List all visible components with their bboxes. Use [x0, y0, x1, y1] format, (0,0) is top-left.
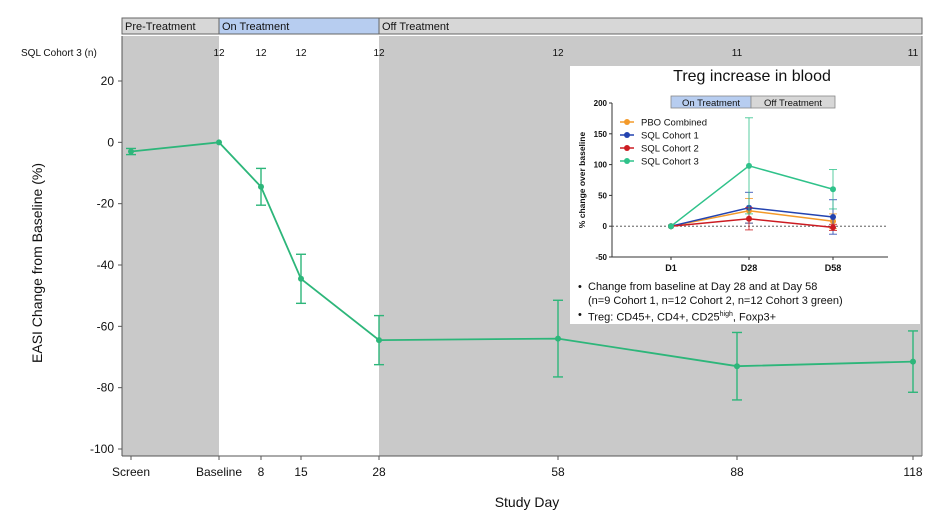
x-tick-label: Baseline [196, 465, 242, 479]
y-tick-label: -80 [97, 381, 115, 395]
series-line-sql-cohort-3 [130, 141, 914, 368]
inset-legend-marker [624, 158, 630, 164]
inset-data-point [830, 213, 836, 220]
phase-bg-pre-treatment [122, 36, 219, 456]
n-value: 12 [213, 48, 225, 59]
n-value: 11 [908, 48, 919, 59]
inset-x-tick-label: D1 [665, 263, 677, 273]
n-row-label: SQL Cohort 3 (n) [21, 48, 97, 59]
inset-y-tick-label: -50 [595, 253, 607, 262]
inset-note-1-cont: (n=9 Cohort 1, n=12 Cohort 2, n=12 Cohor… [588, 295, 843, 307]
y-tick-label: -40 [97, 258, 115, 272]
inset-legend-marker [624, 132, 630, 138]
data-point [555, 335, 561, 342]
inset-data-point [830, 224, 836, 231]
phase-bg-on-treatment [219, 36, 379, 456]
inset-phase-label-on: On Treatment [682, 98, 740, 109]
inset-data-point [746, 215, 752, 222]
y-axis-label: EASI Change from Baseline (%) [29, 163, 45, 363]
inset-data-point [668, 223, 674, 230]
x-tick-label: 58 [551, 465, 565, 479]
data-point [734, 363, 740, 370]
n-value: 12 [373, 48, 385, 59]
inset-y-tick-label: 100 [594, 161, 608, 170]
y-tick-label: -100 [90, 442, 114, 456]
y-tick-label: -20 [97, 197, 115, 211]
data-point [376, 337, 382, 344]
inset-note-2: • Treg: CD45+, CD4+, CD25high, Foxp3+ [578, 309, 776, 324]
x-tick-label: 88 [730, 465, 744, 479]
inset-legend-marker [624, 145, 630, 151]
phase-label-pre-treatment: Pre-Treatment [125, 21, 196, 33]
y-tick-label: -60 [97, 319, 115, 333]
inset-y-tick-label: 0 [603, 222, 608, 231]
inset-x-tick-label: D58 [825, 263, 842, 273]
x-tick-label: Screen [112, 465, 150, 479]
y-tick-label: 0 [107, 135, 114, 149]
data-point [910, 358, 916, 365]
inset-y-tick-label: 150 [594, 130, 608, 139]
data-point [128, 148, 134, 155]
data-point [216, 139, 222, 146]
x-tick-label: 28 [372, 465, 386, 479]
n-value: 11 [732, 48, 743, 59]
inset-phase-label-off: Off Treatment [764, 98, 822, 109]
x-tick-label: 8 [258, 465, 265, 479]
phase-label-off-treatment: Off Treatment [382, 21, 449, 33]
inset-title: Treg increase in blood [673, 68, 831, 85]
inset-phase-header-off [750, 95, 836, 109]
inset-legend-marker [624, 119, 630, 125]
data-point [298, 275, 304, 282]
n-value: 12 [295, 48, 307, 59]
x-tick-label: 15 [294, 465, 308, 479]
x-axis-label: Study Day [495, 494, 560, 510]
inset-legend-label: SQL Cohort 3 [641, 157, 699, 168]
y-tick-label: 20 [101, 74, 115, 88]
inset-data-point [746, 162, 752, 169]
x-tick-label: 118 [903, 465, 922, 479]
inset-y-tick-label: 50 [598, 191, 607, 200]
data-point [258, 183, 264, 190]
n-value: 12 [552, 48, 564, 59]
inset-legend-label: SQL Cohort 1 [641, 131, 699, 142]
inset-y-tick-label: 200 [594, 99, 608, 108]
inset-legend-label: SQL Cohort 2 [641, 144, 699, 155]
inset-data-point [830, 186, 836, 193]
inset-panel [570, 66, 920, 324]
inset-y-axis-label: % change over baseline [577, 132, 587, 229]
phase-label-on-treatment: On Treatment [222, 21, 289, 33]
inset-x-tick-label: D28 [741, 263, 758, 273]
inset-note-1: • Change from baseline at Day 28 and at D… [578, 281, 818, 293]
inset-notes: • Change from baseline at Day 28 and at D… [578, 280, 908, 325]
phase-header-off [378, 17, 923, 35]
n-value: 12 [255, 48, 267, 59]
inset-legend-label: PBO Combined [641, 118, 707, 129]
